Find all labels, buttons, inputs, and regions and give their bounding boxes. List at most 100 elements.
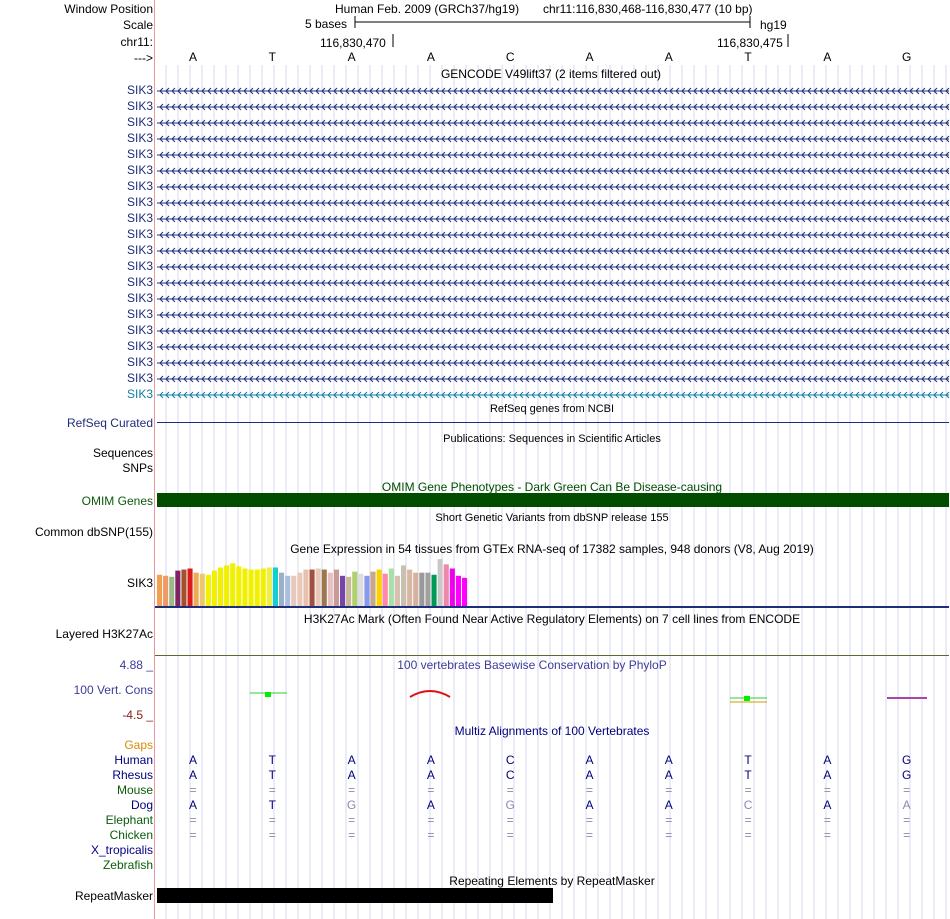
gtex-tissue-bar — [169, 576, 175, 607]
publications-label-snps[interactable]: SNPs — [122, 461, 153, 475]
base-letter: T — [744, 50, 752, 64]
gtex-tissue-bar — [205, 574, 211, 607]
gtex-tissue-bar — [455, 575, 461, 607]
multiz-species-label[interactable]: Dog — [130, 798, 153, 812]
gtex-tissue-bar — [279, 572, 285, 607]
gencode-transcript-label[interactable]: SIK3 — [126, 339, 153, 353]
base-letter: A — [823, 50, 832, 64]
multiz-base: = — [506, 828, 514, 842]
base-letter: A — [188, 50, 197, 64]
multiz-base: = — [268, 813, 276, 827]
label-divider — [154, 0, 155, 919]
base-letter: G — [902, 50, 912, 64]
gencode-transcript-label[interactable]: SIK3 — [126, 211, 153, 225]
omim-gene-bar[interactable] — [157, 493, 949, 507]
dbsnp-title[interactable]: Short Genetic Variants from dbSNP releas… — [435, 512, 669, 524]
multiz-base: = — [665, 813, 673, 827]
refseq-title[interactable]: RefSeq genes from NCBI — [489, 403, 615, 415]
multiz-base: A — [664, 768, 673, 782]
multiz-base: = — [189, 813, 197, 827]
assembly-title[interactable]: Human Feb. 2009 (GRCh37/hg19) — [335, 2, 520, 16]
multiz-base: = — [585, 828, 593, 842]
multiz-species-label[interactable]: Zebrafish — [102, 858, 153, 872]
gencode-transcript-label[interactable]: SIK3 — [126, 99, 153, 113]
gencode-transcript-label[interactable]: SIK3 — [126, 83, 153, 97]
omim-label[interactable]: OMIM Genes — [81, 494, 153, 508]
multiz-base: = — [348, 783, 356, 797]
gencode-transcript-label[interactable]: SIK3 — [126, 291, 153, 305]
gtex-tissue-bar — [157, 574, 163, 607]
publications-label-sequences[interactable]: Sequences — [92, 446, 153, 460]
repeatmasker-label[interactable]: RepeatMasker — [74, 889, 153, 903]
gencode-transcript-line — [157, 167, 950, 175]
gencode-transcript-label[interactable]: SIK3 — [126, 195, 153, 209]
gencode-transcript-line — [157, 215, 950, 223]
gtex-tissue-bar — [352, 571, 358, 607]
repeatmasker-element[interactable] — [157, 888, 553, 903]
refseq-gene-line[interactable] — [157, 422, 949, 423]
gencode-transcript-line — [157, 295, 950, 303]
multiz-base: = — [744, 783, 752, 797]
omim-title[interactable]: OMIM Gene Phenotypes - Dark Green Can Be… — [381, 480, 723, 494]
publications-title[interactable]: Publications: Sequences in Scientific Ar… — [443, 433, 661, 445]
multiz-gaps-label[interactable]: Gaps — [124, 738, 153, 752]
multiz-species-label[interactable]: Rhesus — [112, 768, 153, 782]
multiz-base: C — [743, 798, 753, 812]
gencode-title[interactable]: GENCODE V49lift37 (2 items filtered out) — [440, 67, 662, 81]
gencode-transcript-line — [157, 103, 950, 111]
phylop-signal[interactable] — [155, 680, 949, 710]
phylop-title[interactable]: 100 vertebrates Basewise Conservation by… — [397, 658, 667, 672]
multiz-species-label[interactable]: Elephant — [105, 813, 153, 827]
gtex-tissue-bar — [260, 568, 266, 607]
multiz-base: = — [427, 813, 435, 827]
multiz-base: G — [346, 798, 357, 812]
multiz-base: T — [268, 798, 276, 812]
gtex-tissue-bar — [437, 559, 443, 607]
multiz-base: = — [189, 828, 197, 842]
gencode-transcript-label[interactable]: SIK3 — [126, 115, 153, 129]
gtex-title[interactable]: Gene Expression in 54 tissues from GTEx … — [290, 542, 814, 556]
gencode-transcript-label[interactable]: SIK3 — [126, 259, 153, 273]
gtex-expression-bars[interactable] — [155, 555, 555, 607]
gtex-tissue-bar — [187, 568, 193, 607]
multiz-base: A — [426, 753, 435, 767]
gencode-transcript-line — [157, 119, 950, 127]
gencode-transcript-label[interactable]: SIK3 — [126, 131, 153, 145]
multiz-species-label[interactable]: Human — [114, 753, 153, 767]
h3k27ac-label[interactable]: Layered H3K27Ac — [55, 627, 153, 641]
gencode-transcript-label[interactable]: SIK3 — [126, 179, 153, 193]
multiz-base: A — [585, 768, 594, 782]
gencode-transcript-label[interactable]: SIK3 — [126, 355, 153, 369]
gencode-transcript-label[interactable]: SIK3 — [126, 163, 153, 177]
gencode-transcript-label[interactable]: SIK3 — [126, 275, 153, 289]
multiz-species-label[interactable]: X_tropicalis — [90, 843, 153, 857]
h3k27ac-signal-line[interactable] — [155, 655, 949, 656]
gtex-tissue-bar — [199, 573, 205, 607]
gencode-transcript-label[interactable]: SIK3 — [126, 323, 153, 337]
gencode-transcript-label[interactable]: SIK3 — [126, 243, 153, 257]
gencode-transcript-label[interactable]: SIK3 — [126, 307, 153, 321]
h3k27ac-title[interactable]: H3K27Ac Mark (Often Found Near Active Re… — [303, 612, 801, 626]
multiz-species-label[interactable]: Mouse — [116, 783, 153, 797]
gtex-tissue-bar — [358, 573, 364, 607]
multiz-species-label[interactable]: Chicken — [109, 828, 153, 842]
dbsnp-label[interactable]: Common dbSNP(155) — [34, 525, 153, 539]
coord-left: 116,830,470 — [320, 36, 386, 50]
multiz-base: C — [505, 753, 515, 767]
phylop-label[interactable]: 100 Vert. Cons — [73, 683, 153, 697]
gencode-transcript-label[interactable]: SIK3 — [126, 147, 153, 161]
multiz-base: = — [823, 783, 831, 797]
position-readout[interactable]: chr11:116,830,468-116,830,477 (10 bp) — [543, 2, 753, 16]
gencode-transcript-label[interactable]: SIK3 — [126, 371, 153, 385]
gencode-transcript-label[interactable]: SIK3 — [126, 227, 153, 241]
multiz-title[interactable]: Multiz Alignments of 100 Vertebrates — [454, 724, 650, 738]
coord-ticks — [392, 34, 789, 47]
gtex-tissue-bar — [425, 572, 431, 607]
refseq-label[interactable]: RefSeq Curated — [66, 416, 153, 430]
multiz-base: A — [188, 798, 197, 812]
gtex-tissue-bar — [254, 569, 260, 607]
gencode-transcript-label[interactable]: SIK3 — [126, 387, 153, 401]
gtex-label[interactable]: SIK3 — [126, 576, 153, 590]
repeatmasker-title[interactable]: Repeating Elements by RepeatMasker — [449, 874, 655, 888]
gtex-tissue-bar — [236, 566, 242, 607]
